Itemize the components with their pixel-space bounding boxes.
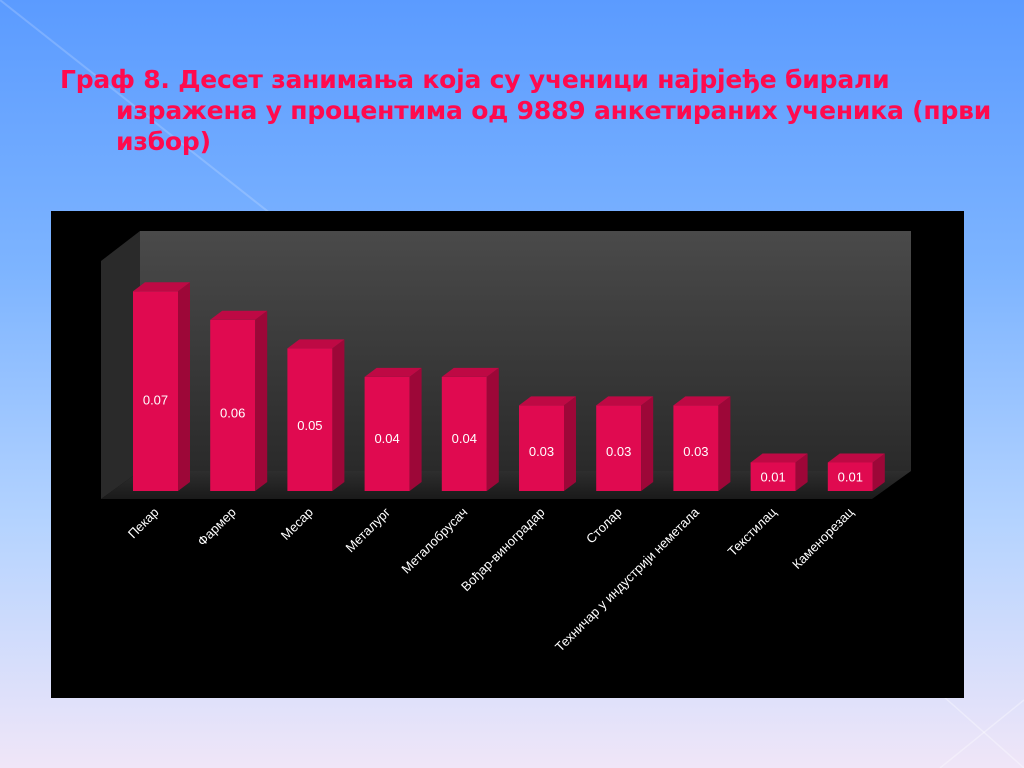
bar-front	[441, 376, 487, 491]
bar-side	[795, 453, 808, 491]
slide-title: Граф 8. Десет занимања која су ученици н…	[60, 64, 992, 157]
bar-2: 0.06	[210, 310, 268, 491]
category-label: Пекар	[125, 505, 162, 542]
bar-front	[133, 291, 178, 491]
bar-side	[332, 339, 345, 491]
bar-front	[827, 462, 873, 491]
bar-1: 0.07	[133, 282, 190, 491]
bar-top	[596, 396, 654, 406]
bar-7: 0.03	[596, 396, 654, 491]
chart-area: 0.07 0.06 0.05 0.04 0.04 0.03 0.03 0.03 0.01 0.01…	[51, 211, 964, 698]
bar-value-label: 0.01	[760, 470, 785, 485]
bar-value-label: 0.03	[683, 444, 708, 459]
bar-value-label: 0.01	[838, 470, 863, 485]
bar-top	[133, 282, 190, 292]
bar-front	[287, 348, 333, 491]
bar-front	[519, 405, 564, 491]
category-label: Фармер	[194, 505, 238, 549]
bar-value-label: 0.04	[452, 431, 477, 446]
bar-side	[641, 396, 654, 491]
bar-10: 0.01	[827, 453, 885, 491]
category-label: Текстилац	[725, 504, 780, 559]
category-label: Вођар-виноградар	[458, 505, 548, 595]
bar-front	[673, 405, 719, 491]
bar-side	[718, 396, 731, 491]
bar-top	[364, 367, 422, 377]
bar-top	[287, 339, 345, 349]
bar-top	[441, 367, 499, 377]
category-label: Металобрусач	[398, 505, 470, 577]
bar-top	[210, 310, 268, 320]
bar-side	[409, 367, 422, 491]
bar-value-label: 0.04	[374, 431, 399, 446]
bar-side	[486, 367, 499, 491]
slide-title-line-1: Граф 8. Десет занимања која су ученици н…	[60, 65, 890, 94]
bar-value-label: 0.07	[143, 393, 168, 408]
bar-top	[827, 453, 885, 463]
bar-chart: 0.07 0.06 0.05 0.04 0.04 0.03 0.03 0.03 0.01 0.01…	[101, 231, 911, 655]
bar-front	[364, 376, 410, 491]
category-label: Столар	[583, 505, 625, 547]
bar-value-label: 0.03	[529, 444, 554, 459]
bar-6: 0.03	[519, 396, 576, 491]
bar-3: 0.05	[287, 339, 345, 491]
bar-4: 0.04	[364, 367, 422, 491]
bar-value-label: 0.03	[606, 444, 631, 459]
bar-front	[750, 462, 796, 491]
slide-title-line-3: избор)	[116, 127, 211, 156]
bar-value-label: 0.05	[297, 418, 322, 433]
category-label: Металург	[342, 504, 393, 555]
bar-front	[596, 405, 642, 491]
bar-side	[872, 453, 885, 491]
bar-8: 0.03	[673, 396, 731, 491]
bar-front	[210, 319, 256, 491]
bar-5: 0.04	[441, 367, 499, 491]
bar-side	[178, 282, 190, 491]
bar-top	[673, 396, 731, 406]
bar-9: 0.01	[750, 453, 808, 491]
category-label: Каменорезац	[789, 504, 857, 572]
bar-top	[519, 396, 576, 406]
category-label: Месар	[278, 505, 316, 543]
bar-value-label: 0.06	[220, 405, 245, 420]
bar-side	[255, 310, 268, 491]
bar-side	[564, 396, 576, 491]
bar-top	[750, 453, 808, 463]
slide-title-line-2: изражена у процентима од 9889 анкетирани…	[116, 96, 992, 125]
chart-side-wall	[101, 231, 140, 499]
category-label: Техничар у индустрији неметала	[552, 504, 703, 655]
